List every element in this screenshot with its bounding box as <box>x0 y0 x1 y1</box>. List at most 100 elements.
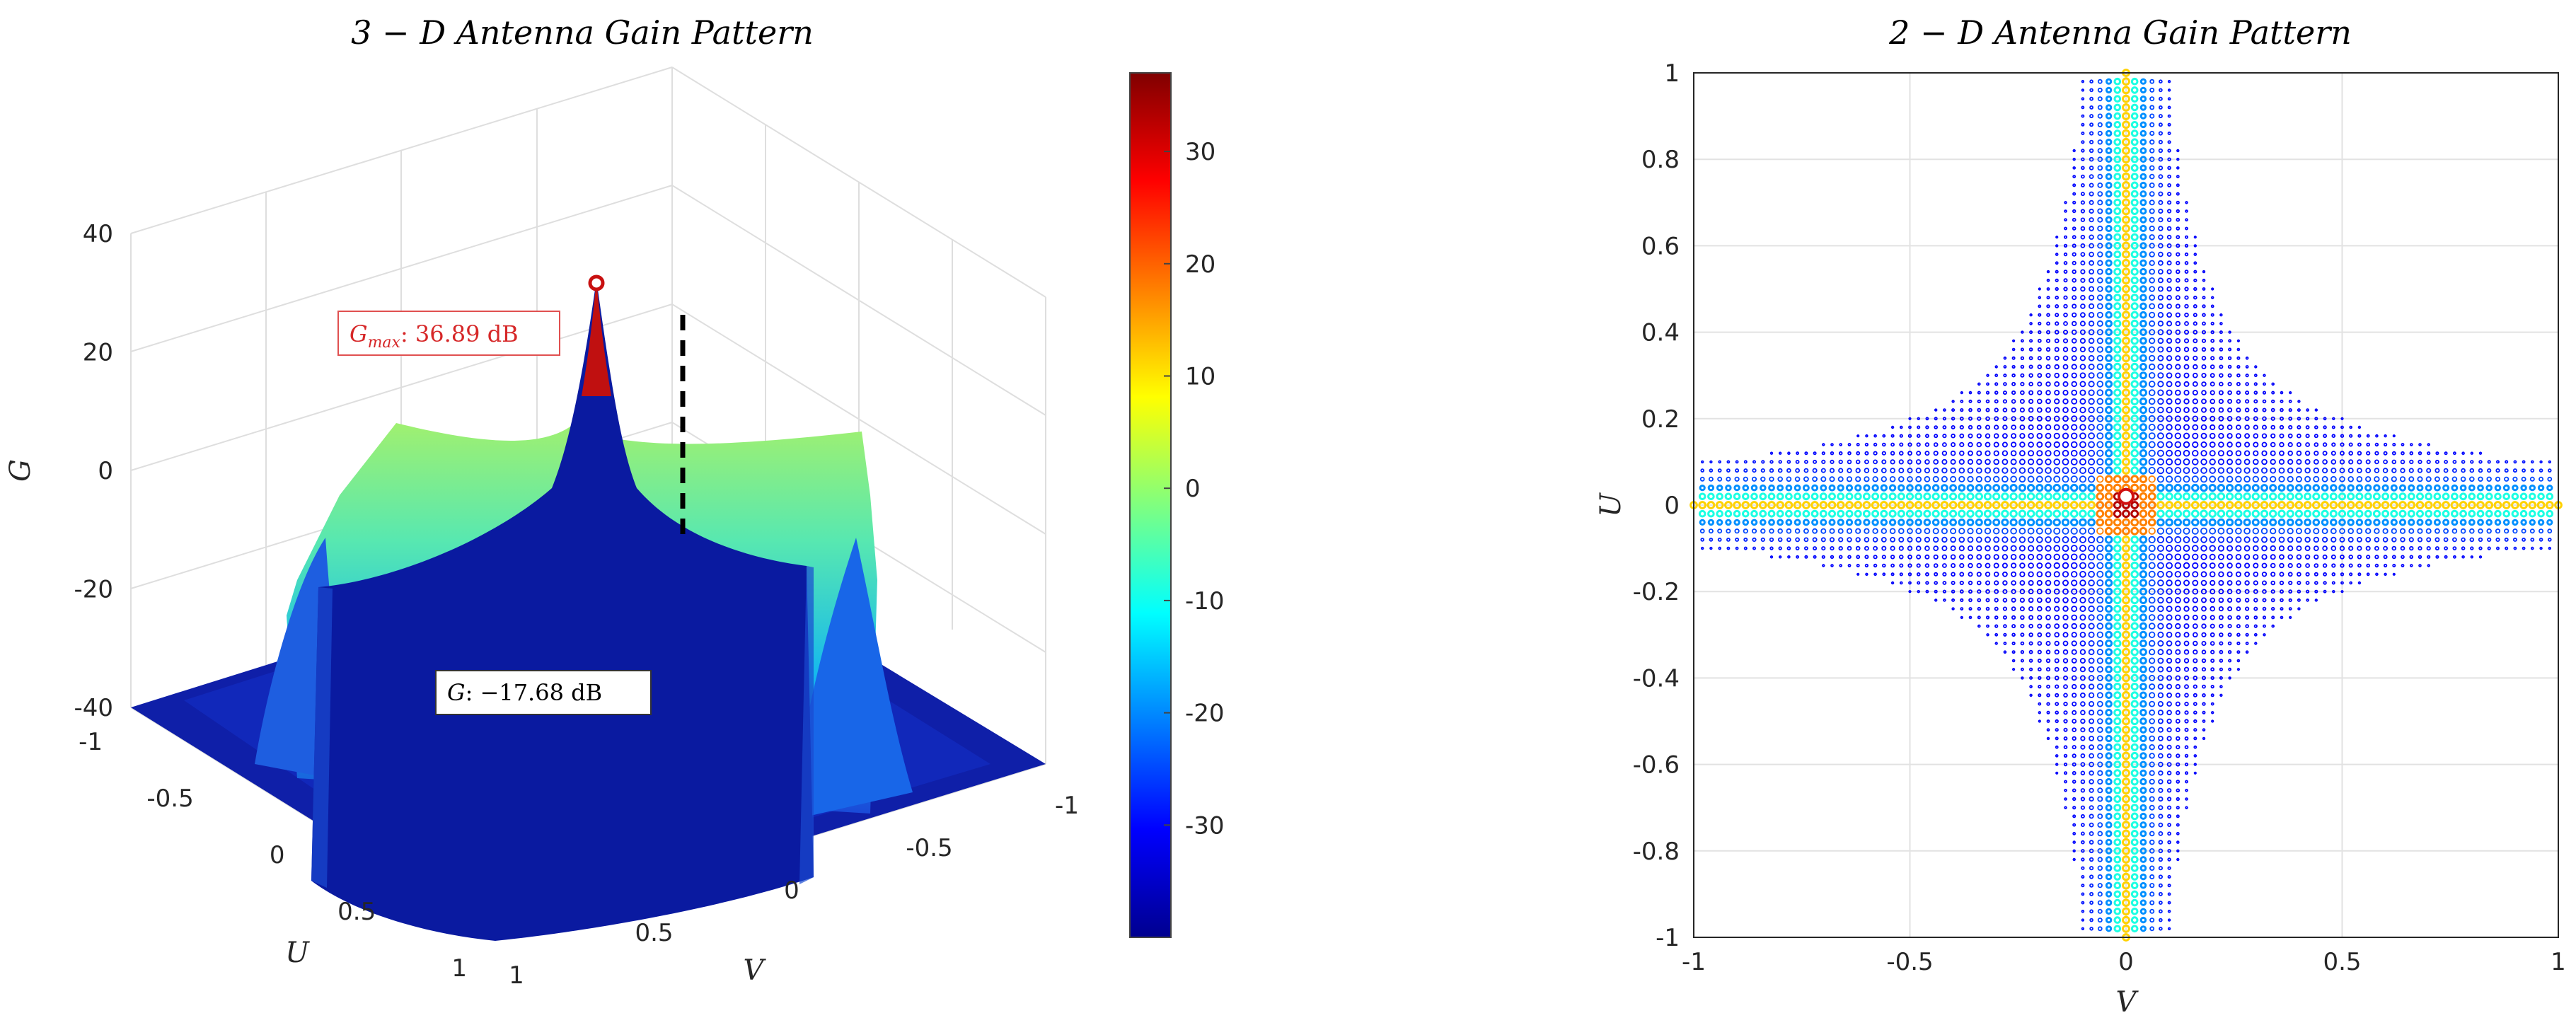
gain-dot <box>2444 451 2448 456</box>
gain-dot <box>2245 374 2249 378</box>
gain-dot <box>2167 927 2171 930</box>
gain-dot <box>1820 528 1827 534</box>
gain-dot <box>2158 753 2164 759</box>
gain-dot <box>2183 381 2190 387</box>
gain-dot <box>2331 563 2336 568</box>
gain-dot <box>2174 475 2182 483</box>
gain-dot <box>1994 390 1999 395</box>
gain-dot <box>2522 468 2526 473</box>
gain-dot <box>2053 588 2060 595</box>
gain-dot <box>2130 362 2139 371</box>
gain-dot <box>2130 181 2139 190</box>
gain-dot <box>2130 294 2139 302</box>
gain-dot <box>2348 442 2353 447</box>
gain-dot <box>2243 509 2251 518</box>
gain-dot <box>2113 138 2122 146</box>
gain-dot <box>2018 467 2026 474</box>
gain-dot <box>1698 501 1707 509</box>
gain-dot <box>2139 648 2147 656</box>
gain-dot <box>2045 676 2050 681</box>
gain-dot <box>1717 528 1723 534</box>
gain-dot <box>2072 217 2077 222</box>
gain-dot <box>2244 407 2250 412</box>
gain-dot <box>2062 536 2069 543</box>
gain-dot <box>2182 483 2191 492</box>
gain-dot <box>2045 606 2051 612</box>
gain-dot <box>2002 433 2008 439</box>
gain-dot <box>2512 484 2519 492</box>
gain-dot <box>2416 509 2424 518</box>
gain-dot <box>2089 805 2094 811</box>
gain-dot <box>2139 449 2148 458</box>
gain-dot <box>2459 484 2467 492</box>
gain-dot <box>2130 795 2139 803</box>
gain-dot <box>2097 260 2103 266</box>
gain-dot <box>2104 466 2113 475</box>
gain-dot <box>2521 528 2526 534</box>
gain-dot <box>1889 475 1896 482</box>
gain-dot <box>2046 287 2050 291</box>
gain-dot <box>2408 528 2415 534</box>
gain-dot <box>1941 467 1948 474</box>
gain-dot <box>2029 313 2033 317</box>
gain-dot <box>2270 572 2276 577</box>
gain-dot <box>2158 208 2164 214</box>
gain-dot <box>2105 683 2113 690</box>
gain-dot <box>2105 596 2113 605</box>
gain-dot <box>2173 518 2183 527</box>
gain-dot <box>2279 580 2285 586</box>
gain-dot <box>1794 484 1801 492</box>
gain-dot <box>2122 311 2130 320</box>
gain-dot <box>2139 501 2148 509</box>
gain-dot <box>2139 795 2147 803</box>
gain-dot <box>2028 632 2033 637</box>
gain-dot <box>2081 884 2085 888</box>
gain-dot <box>1934 598 1938 602</box>
gain-dot <box>2409 459 2414 465</box>
gain-dot <box>2227 606 2233 612</box>
gain-dot <box>2149 260 2155 266</box>
gain-dot <box>1847 545 1852 551</box>
gain-dot <box>1802 509 1810 518</box>
gain-dot <box>2113 769 2122 777</box>
gain-dot <box>2149 874 2155 880</box>
gain-dot <box>2010 553 2017 560</box>
gain-dot <box>2365 468 2372 473</box>
gain-dot <box>1743 468 1748 473</box>
gain-dot <box>2253 545 2259 552</box>
gain-dot <box>2130 190 2139 198</box>
gain-dot <box>2139 121 2147 129</box>
gain-dot <box>2219 373 2224 378</box>
gain-dot <box>2321 475 2328 482</box>
gain-dot <box>1760 519 1767 526</box>
gain-dot <box>2071 398 2078 405</box>
gain-dot <box>2200 424 2207 431</box>
gain-dot <box>2053 545 2061 552</box>
gain-dot <box>1795 468 1801 473</box>
gain-dot <box>2096 475 2104 483</box>
gain-dot <box>2122 328 2130 337</box>
gain-dot <box>2548 538 2552 542</box>
gain-dot <box>2028 364 2033 369</box>
gain-dot <box>2097 908 2103 914</box>
gain-dot <box>2130 700 2139 708</box>
gain-dot <box>2330 554 2336 560</box>
gain-dot <box>2088 398 2095 405</box>
gain-dot <box>2071 364 2077 370</box>
gain-dot <box>1837 476 1844 482</box>
gain-dot <box>2469 476 2475 482</box>
gain-dot <box>2218 398 2224 405</box>
gain-dot <box>1794 492 1802 501</box>
gain-dot <box>2139 181 2147 189</box>
gain-dot <box>2167 79 2171 83</box>
gain-dot <box>2254 365 2258 369</box>
gain-dot <box>2148 458 2156 466</box>
gain-dot <box>1942 425 1947 429</box>
gain-dot <box>2200 415 2207 422</box>
gain-dot <box>2139 656 2147 665</box>
gain-dot <box>2063 736 2068 741</box>
gain-dot <box>2546 509 2554 518</box>
gain-dot <box>2505 460 2509 464</box>
gain-dot <box>2104 536 2113 544</box>
gain-dot <box>2122 872 2130 881</box>
